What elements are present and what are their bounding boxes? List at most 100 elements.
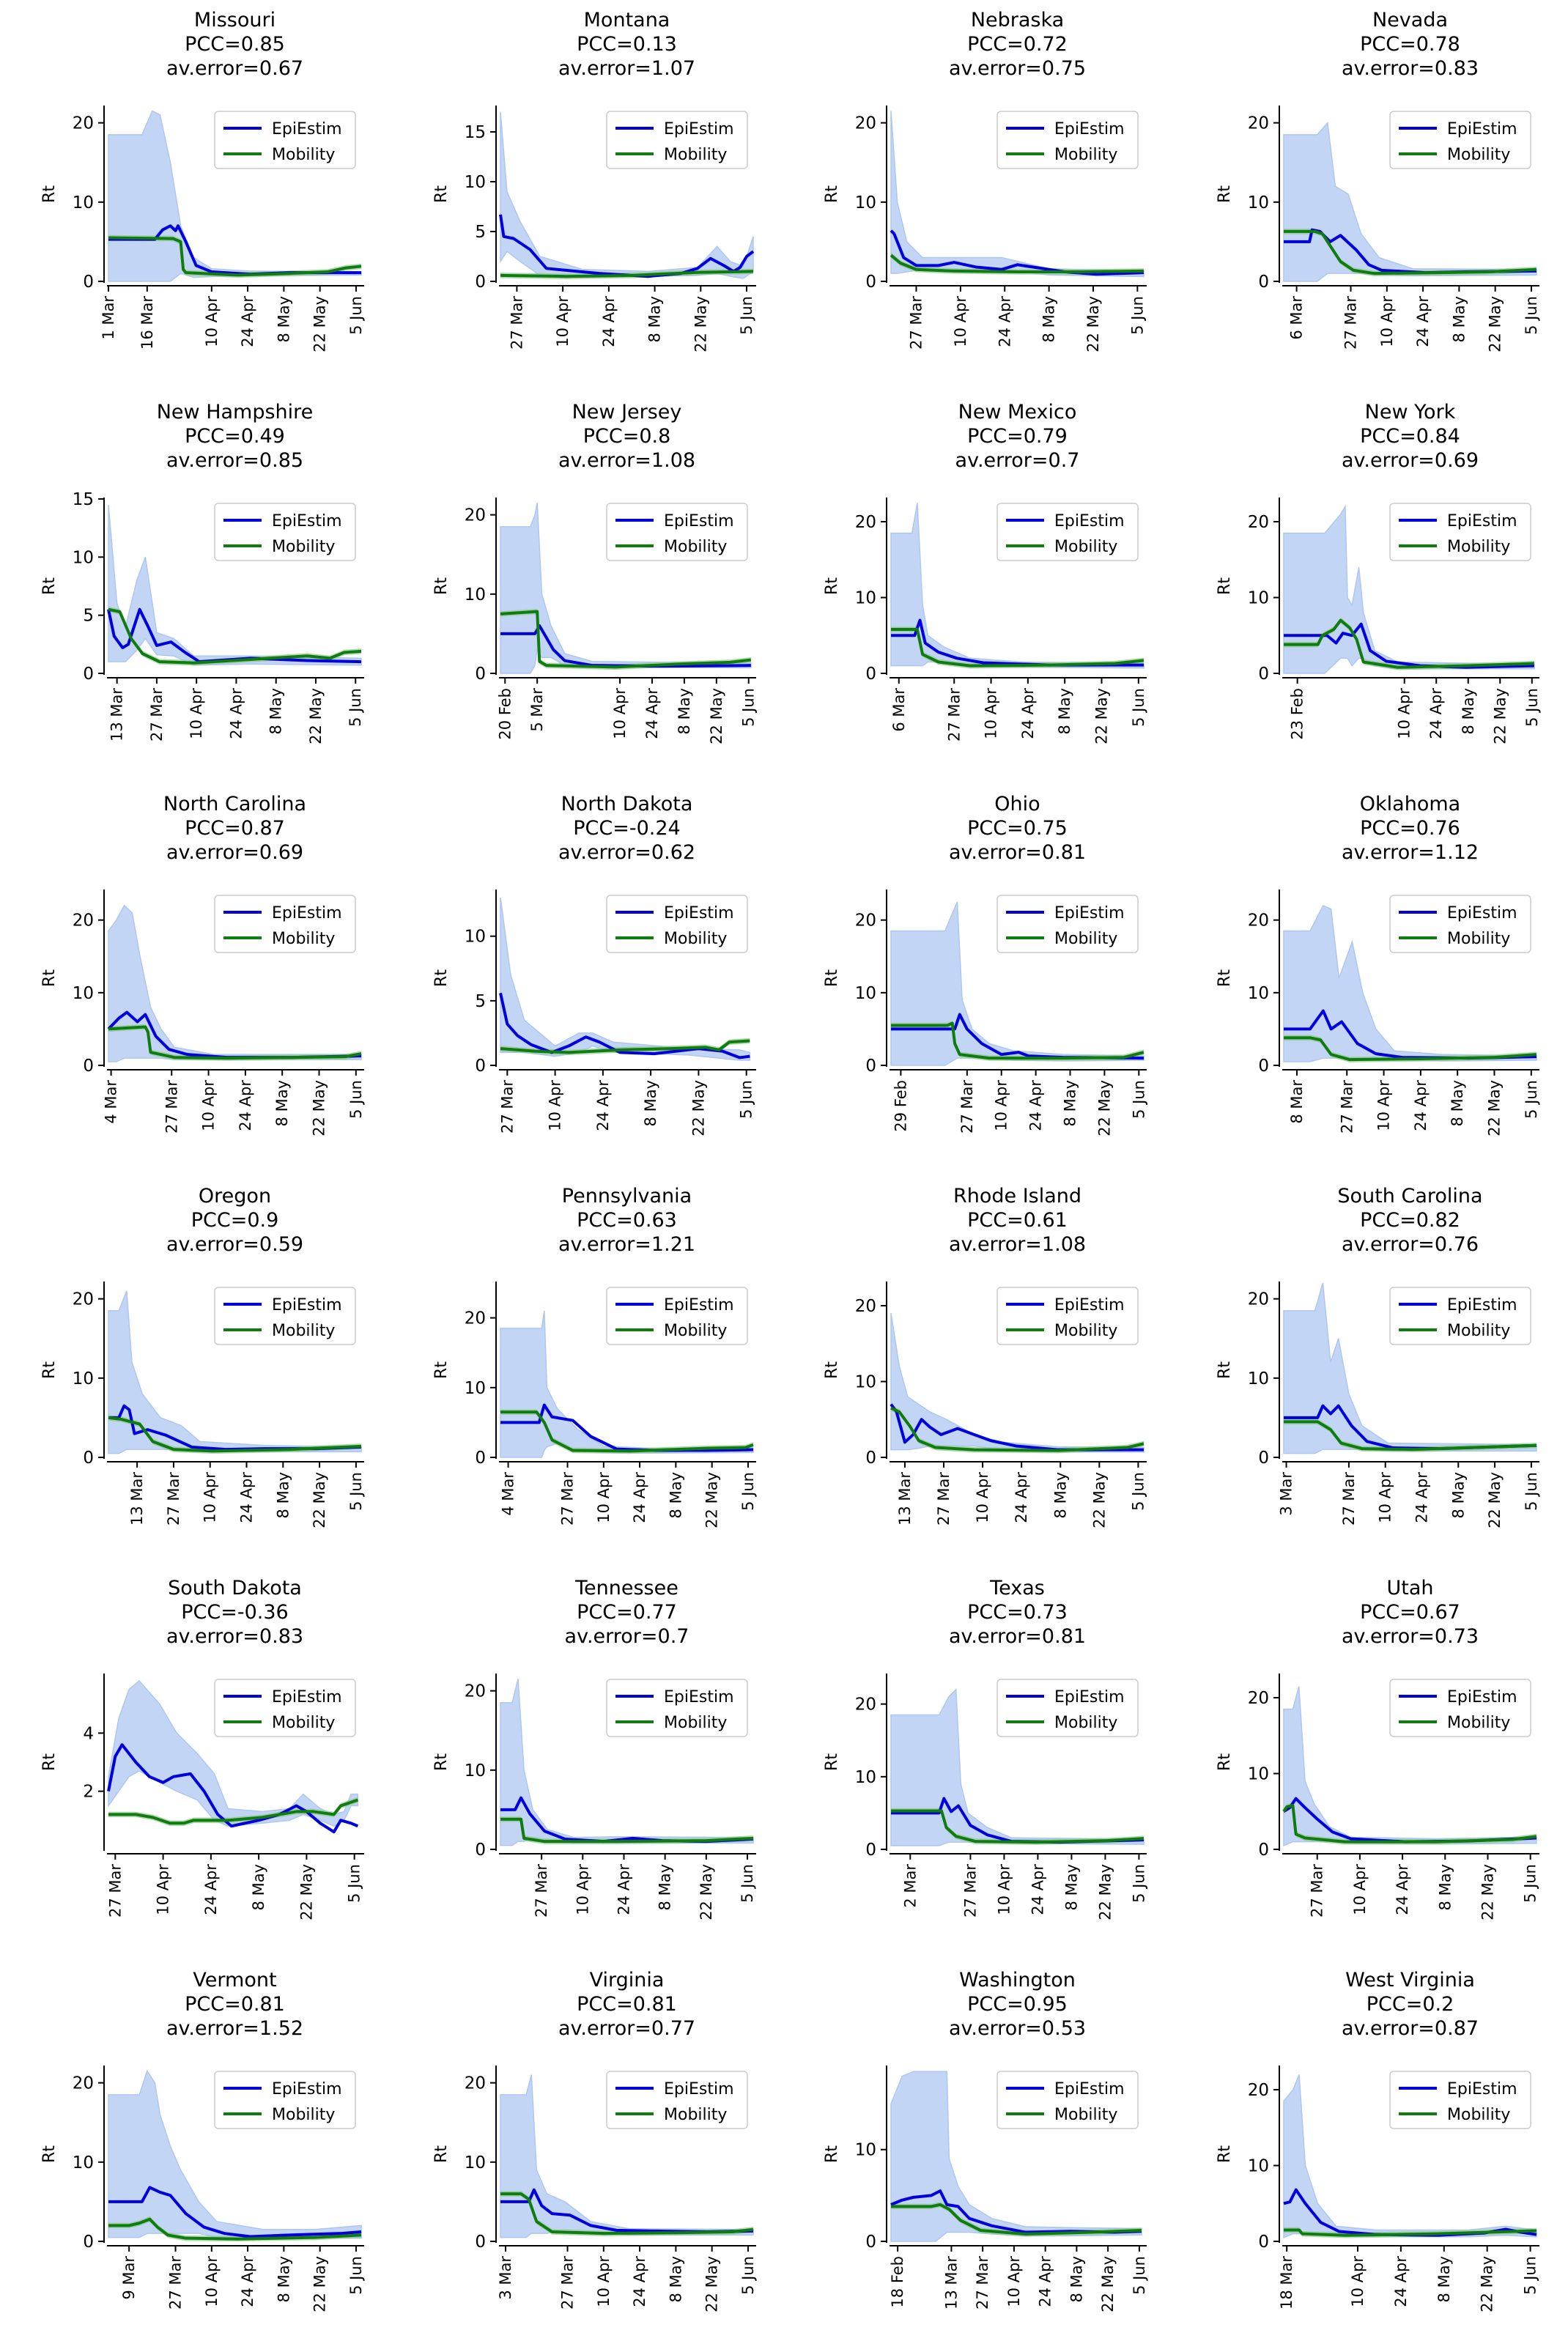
x-tick-label: 8 May: [676, 688, 693, 734]
mobility-line: [891, 1021, 1144, 1060]
x-tick-label: 22 May: [1487, 296, 1504, 352]
y-tick-label: 10: [1248, 1765, 1269, 1784]
x-tick-label: 10 Apr: [1005, 2256, 1023, 2307]
error-label: av.error=1.21: [558, 1233, 695, 1256]
legend-label-mobility: Mobility: [1054, 146, 1117, 164]
epiestim-ci-band: [500, 1310, 754, 1458]
x-tick-label: 27 Mar: [148, 688, 166, 742]
legend-label-mobility: Mobility: [1447, 146, 1510, 164]
epiestim-ci-band: [1283, 504, 1535, 674]
x-tick-label: 22 May: [1491, 688, 1509, 744]
legend-label-epiestim: EpiEstim: [1054, 904, 1125, 922]
mobility-line: [891, 1809, 1144, 1844]
error-label: av.error=0.62: [558, 841, 695, 864]
x-tick-label: 22 May: [698, 1864, 715, 1920]
x-tick-label: 24 Apr: [1013, 1472, 1030, 1523]
x-tick-label: 10 Apr: [1378, 296, 1396, 347]
subplot-title: New York: [1365, 401, 1456, 424]
x-tick-label: 27 Mar: [533, 1864, 550, 1918]
y-tick-label: 0: [1258, 1057, 1269, 1076]
error-label: av.error=0.67: [166, 57, 303, 80]
legend-label-mobility: Mobility: [1054, 2106, 1117, 2124]
y-axis-label: Rt: [1216, 1753, 1234, 1771]
x-tick-label: 22 May: [1090, 1472, 1108, 1528]
pcc-label: PCC=0.49: [185, 425, 285, 448]
y-tick-label: 0: [475, 665, 486, 684]
error-label: av.error=1.08: [949, 1233, 1086, 1256]
pcc-label: PCC=0.9: [191, 1209, 279, 1232]
y-axis-label: Rt: [40, 1361, 59, 1379]
x-tick-label: 22 May: [1093, 688, 1111, 744]
legend-label-mobility: Mobility: [664, 930, 727, 948]
x-tick-label: 8 May: [275, 296, 292, 342]
y-tick-label: 0: [865, 1449, 876, 1468]
error-label: av.error=0.75: [949, 57, 1086, 80]
x-tick-label: 8 May: [1062, 1080, 1079, 1126]
x-tick-label: 10 Apr: [995, 1864, 1013, 1915]
x-tick-label: 8 May: [273, 1080, 291, 1126]
y-tick-label: 20: [855, 114, 876, 133]
pcc-label: PCC=0.76: [1360, 817, 1460, 840]
error-label: av.error=0.53: [949, 2017, 1086, 2040]
x-tick-label: 22 May: [307, 688, 325, 744]
y-tick-label: 20: [855, 1297, 876, 1316]
x-tick-label: 22 May: [311, 1080, 328, 1136]
x-tick-label: 24 Apr: [1019, 688, 1037, 739]
y-axis-label: Rt: [40, 2145, 59, 2163]
x-tick-label: 5 Jun: [739, 1864, 756, 1903]
x-tick-label: 24 Apr: [996, 296, 1013, 347]
x-tick-label: 24 Apr: [615, 1864, 632, 1915]
x-tick-label: 24 Apr: [238, 1472, 256, 1523]
x-tick-label: 24 Apr: [227, 688, 245, 739]
subplot-title: West Virginia: [1345, 1969, 1475, 1992]
x-tick-label: 4 Mar: [103, 1080, 120, 1124]
x-tick-label: 5 Jun: [1522, 1864, 1539, 1903]
x-tick-label: 5 Jun: [1523, 688, 1541, 727]
epiestim-ci-band: [108, 904, 362, 1062]
x-tick-label: 8 May: [1435, 2256, 1453, 2302]
x-tick-label: 24 Apr: [1413, 1472, 1431, 1523]
x-tick-label: 10 Apr: [993, 1080, 1010, 1131]
x-tick-label: 10 Apr: [574, 1864, 591, 1915]
y-tick-label: 20: [73, 114, 94, 133]
subplot-title: Texas: [989, 1577, 1045, 1600]
y-tick-label: 10: [1248, 2157, 1269, 2176]
x-tick-label: 27 Mar: [961, 1864, 979, 1918]
y-tick-label: 20: [1248, 1689, 1269, 1708]
error-label: av.error=1.52: [166, 2017, 303, 2040]
x-tick-label: 10 Apr: [1396, 688, 1413, 739]
legend-label-epiestim: EpiEstim: [1054, 1688, 1125, 1706]
x-tick-label: 22 May: [1099, 2256, 1117, 2312]
x-tick-label: 24 Apr: [1029, 1864, 1046, 1915]
x-tick-label: 8 Mar: [1288, 1080, 1306, 1124]
x-tick-label: 5 Jun: [346, 1864, 363, 1903]
x-tick-label: 24 Apr: [237, 1080, 254, 1131]
x-tick-label: 24 Apr: [202, 1864, 220, 1915]
y-axis-label: Rt: [432, 969, 451, 987]
epiestim-line: [890, 2189, 1142, 2234]
pcc-label: PCC=0.72: [967, 33, 1068, 56]
epiestim-line: [108, 2186, 362, 2238]
legend-label-epiestim: EpiEstim: [272, 120, 342, 138]
pcc-label: PCC=0.67: [1360, 1601, 1460, 1624]
x-tick-label: 8 May: [250, 1864, 267, 1910]
x-tick-label: 8 May: [1460, 688, 1477, 734]
mobility-line: [1284, 2228, 1537, 2237]
subplot-title: New Hampshire: [157, 401, 314, 424]
y-tick-label: 20: [855, 1695, 876, 1715]
error-label: av.error=0.7: [565, 1625, 689, 1648]
legend-label-mobility: Mobility: [272, 538, 335, 556]
legend-label-mobility: Mobility: [1447, 930, 1510, 948]
y-tick-label: 10: [73, 548, 94, 567]
mobility-line: [108, 236, 362, 277]
subplot-title: Montana: [584, 9, 670, 32]
legend-label-epiestim: EpiEstim: [272, 512, 342, 530]
y-tick-label: 0: [475, 1449, 486, 1468]
subplot-title: South Dakota: [168, 1577, 302, 1600]
y-axis-label: Rt: [1216, 969, 1234, 987]
x-tick-label: 5 Jun: [1523, 1080, 1540, 1119]
